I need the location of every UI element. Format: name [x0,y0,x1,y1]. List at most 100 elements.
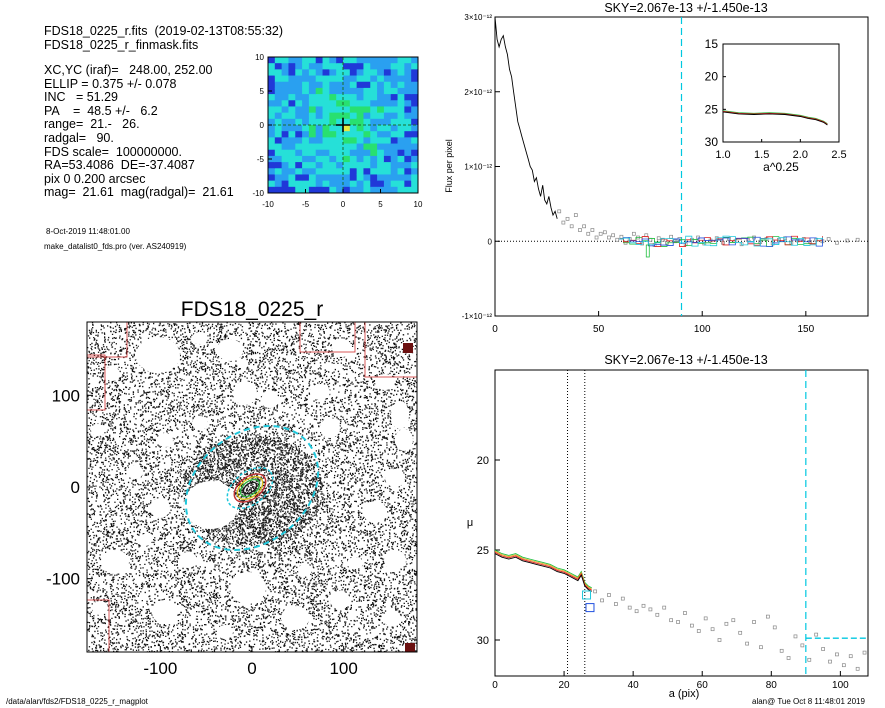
heat-cell [356,125,365,132]
flux-ylabel: Flux per pixel [444,139,454,193]
heat-cell [377,87,385,95]
heat-cell [288,106,296,114]
heat-cell [302,143,310,151]
sb-scatter-point [710,627,715,632]
heat-cell [404,94,412,101]
heat-cell [268,131,276,138]
sb-plot-title: SKY=2.067e-13 +/-1.450e-13 [604,353,767,367]
flux-scatter-point [619,234,624,239]
heat-cell [281,81,290,89]
heat-cell [315,69,324,77]
heat-cell [295,94,303,101]
sb-scatter-point [676,620,680,624]
sb-scatter-point [620,596,625,601]
heat-cell [390,174,399,182]
heat-cell [281,112,290,120]
heat-cell [356,168,365,176]
inset-plot: 1.0 1.5 2.0 2.5 15 20 25 30 [705,37,847,161]
flux-scatter-point [826,237,831,241]
masked-source [233,381,257,405]
heat-cell [349,57,358,64]
heat-cell [349,125,358,132]
heat-cell [336,69,344,77]
heat-cell [411,186,418,193]
sb-series-line [494,549,592,589]
heat-cell [322,81,330,89]
heat-cell [370,137,378,145]
heat-cell [295,87,303,95]
heat-cell [322,125,330,132]
heat-cell [315,112,324,120]
heat-cell [288,180,296,188]
heat-cell [377,100,385,108]
inset-x-tick-label: 2.5 [831,149,846,161]
range-ellipse [226,466,274,510]
masked-source [332,339,352,357]
heat-cell [308,186,317,193]
heat-cell [397,174,405,182]
sb-scatter-point [738,630,743,635]
heat-cell [411,162,418,169]
heat-cell [302,149,310,157]
heat-cell [397,162,405,169]
sb-scatter-point [793,634,798,639]
heat-cell [356,63,365,70]
heat-cell [377,63,385,70]
masked-source [157,433,173,447]
heatmap-y-tick-label: -5 [257,155,265,164]
heat-cell [315,137,324,145]
heat-cell [397,149,405,157]
sb-y-tick-label: 20 [477,455,489,467]
heat-cell [404,137,412,145]
heat-cell [377,131,385,138]
heat-cell [397,57,405,64]
heat-cell [377,69,385,77]
heat-cell [274,57,283,64]
heat-cell [336,125,344,132]
heat-cell [308,149,317,157]
sb-scatter-point [593,589,598,594]
heat-cell [370,75,378,83]
heat-cell [295,131,303,138]
flux-scatter-point [669,234,673,239]
image-x-tick-label: -100 [143,659,177,678]
heat-cell [383,118,392,126]
heat-cell [411,87,418,95]
heat-cell [281,106,290,114]
heat-cell [383,81,392,89]
sb-ylabel: μ [467,517,473,529]
image-x-tick-label: 0 [247,659,256,678]
heat-cell [411,149,418,157]
heat-cell [363,149,371,157]
heat-cell [411,143,418,151]
heat-cell [349,149,358,157]
heat-cell [288,57,296,64]
heat-cell [295,63,303,70]
flux-y-tick-label: 3×10⁻¹² [464,13,492,22]
heat-cell [404,143,412,151]
heat-cell [336,106,344,114]
heatmap-x-tick-label: 0 [341,200,346,209]
sb-scatter-point [848,654,853,659]
heat-cell [370,180,378,188]
heat-cell [356,137,365,145]
sb-x-tick-label: 20 [559,680,571,691]
heat-cell [288,162,296,169]
heat-cell [411,75,418,83]
masked-source [281,606,309,630]
heat-cell [343,63,351,70]
heat-cell [329,168,337,176]
heat-cell [390,118,399,126]
heat-cell [349,162,358,169]
sb-y-tick-label: 25 [477,545,489,557]
heat-cell [404,162,412,169]
heat-cell [295,174,303,182]
sb-scatter-point [807,657,812,662]
sb-scatter-point [607,593,611,597]
heat-cell [329,131,337,138]
flux-plot-title: SKY=2.067e-13 +/-1.450e-13 [604,1,767,15]
masked-source [127,465,143,479]
heat-cell [383,94,392,101]
heat-cell [363,118,371,126]
heat-cell [295,69,303,77]
